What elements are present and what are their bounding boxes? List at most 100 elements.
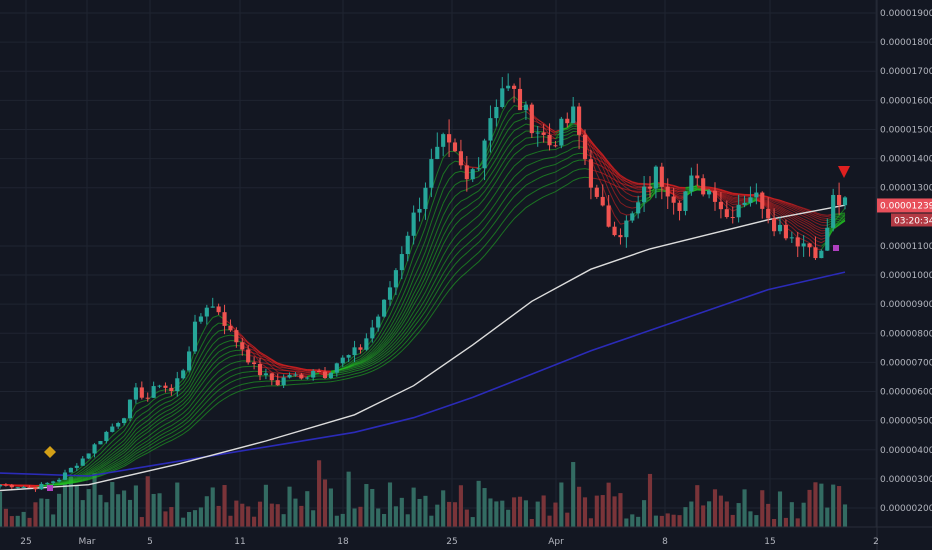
volume-bar	[281, 514, 286, 527]
time-axis[interactable]: 25 Mar 5 11 18 25 Apr 8 15 2	[20, 537, 879, 547]
candle-body	[287, 375, 292, 378]
ribbon-segment	[88, 453, 95, 462]
ribbon-segment	[371, 336, 379, 345]
candle-body	[187, 351, 192, 371]
ribbon-segment	[230, 386, 237, 390]
ribbon-segment	[147, 419, 154, 426]
ribbon-segment	[354, 364, 361, 367]
ribbon-segment	[803, 239, 810, 244]
ribbon-segment	[230, 354, 237, 358]
candle-body	[683, 191, 688, 211]
ribbon-segment	[259, 362, 266, 364]
x-tick-label: 5	[147, 537, 153, 547]
ribbon-segment	[519, 184, 527, 192]
candle-body	[547, 134, 552, 146]
ribbon-segment	[442, 151, 450, 158]
ribbon-segment	[484, 210, 491, 219]
ribbon-segment	[88, 467, 95, 473]
ribbon-segment	[159, 432, 166, 437]
candle-body	[772, 218, 777, 232]
ribbon-segment	[371, 349, 379, 356]
ribbon-segment	[111, 456, 119, 462]
candle-body	[659, 166, 664, 187]
volume-bar	[175, 482, 180, 527]
ribbon-segment	[188, 359, 196, 375]
ribbon-segment	[561, 165, 568, 170]
ribbon-segment	[501, 214, 509, 224]
ribbon-segment	[537, 141, 544, 144]
ribbon-segment	[430, 284, 438, 296]
ribbon-segment	[460, 189, 467, 192]
ribbon-segment	[135, 447, 143, 452]
ribbon-segment	[472, 190, 479, 195]
price-axis[interactable]: 0.00001900 0.00001800 0.00001700 0.00001600…	[880, 9, 932, 514]
ribbon-segment	[94, 468, 101, 473]
ribbon-segment	[413, 319, 420, 328]
ribbon-segment	[649, 189, 657, 192]
ribbon-segment	[821, 215, 828, 218]
moving-average-lines	[0, 204, 846, 492]
ribbon-segment	[738, 193, 745, 196]
ribbon-segment	[395, 321, 403, 331]
candle-body	[571, 106, 576, 124]
ribbon-segment	[182, 393, 190, 401]
ribbon-segment	[135, 413, 143, 420]
ribbon-segment	[424, 234, 432, 252]
ribbon-segment	[596, 163, 603, 168]
ribbon-segment	[360, 359, 367, 364]
candle-body	[831, 194, 836, 228]
ribbon-segment	[732, 192, 739, 195]
ma-mid-line	[0, 204, 846, 492]
ribbon-segment	[495, 192, 503, 203]
ribbon-segment	[117, 425, 125, 432]
ribbon-segment	[513, 134, 521, 140]
y-tick-label: 0.00000700	[880, 358, 932, 368]
ribbon-segment	[442, 192, 450, 204]
candle-body	[512, 85, 517, 89]
ribbon-segment	[436, 173, 444, 191]
ribbon-segment	[543, 124, 550, 129]
ribbon-segment	[354, 367, 361, 370]
ribbon-segment	[377, 331, 385, 342]
ribbon-segment	[395, 341, 403, 349]
ribbon-segment	[478, 191, 485, 199]
ribbon-segment	[791, 220, 799, 226]
ribbon-segment	[815, 219, 822, 223]
ribbon-segment	[620, 212, 627, 216]
ribbon-segment	[839, 213, 846, 216]
ribbon-segment	[531, 142, 538, 145]
ribbon-segment	[484, 200, 491, 210]
ribbon-segment	[372, 364, 379, 369]
ribbon-segment	[247, 342, 255, 348]
volume-bar	[523, 500, 528, 527]
ribbon-segment	[88, 470, 95, 475]
volume-bar	[441, 490, 446, 527]
ribbon-segment	[608, 173, 615, 186]
ribbon-segment	[478, 169, 485, 178]
ribbon-segment	[389, 355, 397, 362]
ribbon-segment	[141, 449, 148, 454]
ribbon-segment	[809, 221, 816, 227]
ribbon-segment	[94, 475, 101, 479]
ribbon-segment	[448, 255, 456, 265]
ribbon-segment	[525, 181, 533, 186]
ribbon-segment	[224, 381, 231, 387]
ribbon-segment	[129, 440, 137, 448]
candle-body	[435, 146, 440, 160]
candle-body	[376, 316, 381, 328]
ribbon-segment	[135, 401, 143, 405]
ribbon-segment	[182, 429, 190, 435]
ribbon-segment	[632, 181, 639, 185]
ribbon-segment	[608, 170, 615, 176]
ribbon-segment	[495, 211, 503, 221]
ribbon-segment	[407, 337, 415, 346]
ribbon-segment	[726, 191, 733, 194]
ribbon-segment	[555, 160, 562, 165]
ribbon-segment	[94, 465, 101, 470]
ribbon-segment	[117, 435, 125, 442]
ribbon-segment	[785, 210, 793, 215]
ribbon-segment	[147, 439, 154, 445]
ribbon-segment	[519, 123, 527, 128]
volume-bar	[328, 488, 333, 527]
